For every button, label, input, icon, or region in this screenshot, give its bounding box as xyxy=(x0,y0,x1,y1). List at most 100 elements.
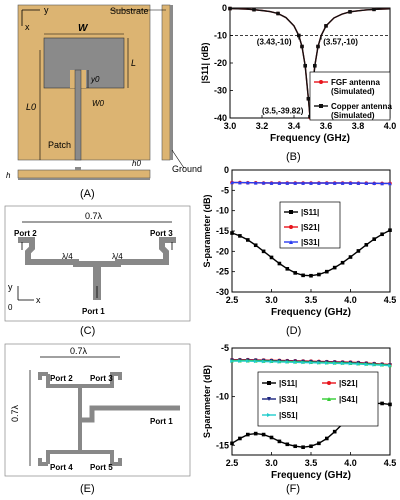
data-point xyxy=(228,6,232,11)
e-trace-top xyxy=(38,372,122,388)
e-port5: Port 5 xyxy=(90,463,113,472)
label-w0: W0 xyxy=(92,99,105,108)
legend-label: |S21| xyxy=(339,379,358,388)
e-span-label: 0.7λ xyxy=(70,346,88,356)
legend-label-sub: (Simulated) xyxy=(331,87,375,96)
data-point xyxy=(325,269,329,274)
y-axis-label: S-parameter (dB) xyxy=(202,365,212,438)
data-point xyxy=(380,181,384,186)
e-port4: Port 4 xyxy=(50,463,73,472)
ground-bottom xyxy=(18,178,150,180)
data-point xyxy=(356,362,361,366)
y-tick-label: -10 xyxy=(214,31,227,41)
legend-label-sub: (Simulated) xyxy=(331,111,375,120)
panel-c: 0.7λ Port 2 Port 3 λ/4 λ/4 Port 1 y x 0 … xyxy=(4,205,191,337)
substrate-side xyxy=(161,4,171,161)
data-point xyxy=(253,181,258,185)
label-substrate: Substrate xyxy=(110,6,149,16)
data-point xyxy=(230,359,234,363)
data-point xyxy=(332,265,337,270)
data-point xyxy=(372,237,376,241)
y-tick-label: -20 xyxy=(214,58,227,68)
legend-label: |S11| xyxy=(301,208,319,217)
data-point xyxy=(364,362,369,367)
y-axis-label: S-parameter (dB) xyxy=(202,194,212,267)
data-point xyxy=(230,180,234,185)
legend-marker xyxy=(327,397,331,401)
legend-marker xyxy=(267,413,271,417)
data-point xyxy=(253,243,258,248)
data-point xyxy=(332,181,337,185)
x-tick-label: 4.5 xyxy=(384,458,397,468)
data-point xyxy=(372,7,376,12)
data-point xyxy=(277,360,282,364)
data-point xyxy=(388,181,392,186)
data-point xyxy=(372,181,376,186)
legend-box xyxy=(309,71,391,121)
caption-e: (E) xyxy=(80,483,95,495)
data-point xyxy=(301,445,305,450)
data-point xyxy=(340,181,345,185)
data-point xyxy=(388,363,392,368)
x-tick-label: 4.0 xyxy=(344,295,357,305)
data-point xyxy=(261,249,266,254)
data-point xyxy=(293,444,297,449)
y-tick-label: -5 xyxy=(221,185,229,195)
patch-inset-left xyxy=(70,70,75,88)
data-annotation: (3.43,-10) xyxy=(257,38,292,47)
y-tick-label: -20 xyxy=(216,246,229,256)
data-point xyxy=(252,7,256,12)
x-axis-label: Frequency (GHz) xyxy=(270,133,350,144)
legend-marker xyxy=(319,104,323,108)
y-tick-label: -10 xyxy=(216,392,229,402)
data-point xyxy=(277,439,282,444)
data-point xyxy=(238,234,242,238)
panel-a: y x Substrate W L y0 L0 W0 Patch h0 h Gr… xyxy=(6,4,202,200)
data-point xyxy=(325,436,329,441)
caption-f: (F) xyxy=(286,483,300,495)
legend-marker xyxy=(289,225,293,229)
legend-label: FGF antenna xyxy=(331,78,380,87)
c-port2: Port 2 xyxy=(14,229,37,238)
x-tick-label: 2.5 xyxy=(226,295,239,305)
data-point xyxy=(309,360,313,365)
x-tick-label: 3.5 xyxy=(305,458,318,468)
y-tick-label: 0 xyxy=(222,3,227,13)
legend-box xyxy=(279,201,341,249)
data-point xyxy=(306,96,311,101)
legend-marker xyxy=(267,381,271,385)
caption-a: (A) xyxy=(80,188,95,200)
y-tick-label: -40 xyxy=(214,113,227,123)
legend-marker xyxy=(319,80,323,84)
legend-marker xyxy=(267,397,271,401)
x-tick-label: 3.2 xyxy=(256,121,269,131)
caption-b: (B) xyxy=(286,151,301,163)
label-patch: Patch xyxy=(48,140,71,150)
data-point xyxy=(348,10,352,14)
data-point xyxy=(348,255,353,259)
c-span-label: 0.7λ xyxy=(85,211,103,221)
data-annotation: (3.5,-39.82) xyxy=(262,107,304,116)
data-point xyxy=(332,361,337,366)
data-point xyxy=(309,444,313,449)
data-point xyxy=(269,255,274,260)
x-tick-label: 3.4 xyxy=(288,121,301,131)
x-tick-label: 3.5 xyxy=(305,295,318,305)
legend-label: |S31| xyxy=(279,395,298,404)
label-w: W xyxy=(78,23,89,34)
y-tick-label: -10 xyxy=(216,206,229,216)
feed-bottom xyxy=(75,167,81,170)
data-point xyxy=(356,249,361,253)
data-point xyxy=(313,63,317,68)
data-point xyxy=(261,359,266,364)
data-point xyxy=(364,181,369,186)
data-point xyxy=(230,441,234,446)
ground-leader xyxy=(171,149,185,169)
panel-e: 0.7λ 0.7λ Port 2 Port 3 Port 1 Port 4 Po… xyxy=(4,343,191,495)
chart-f: 2.5 3.0 3.5 4.0 4.5 -5 -10 -15 Frequency (GHz) S-… xyxy=(202,343,396,481)
data-point xyxy=(325,361,329,365)
data-point xyxy=(380,401,384,406)
data-point xyxy=(293,181,297,185)
x-tick-label: 2.5 xyxy=(226,458,239,468)
x-tick-label: 3.0 xyxy=(224,121,237,131)
